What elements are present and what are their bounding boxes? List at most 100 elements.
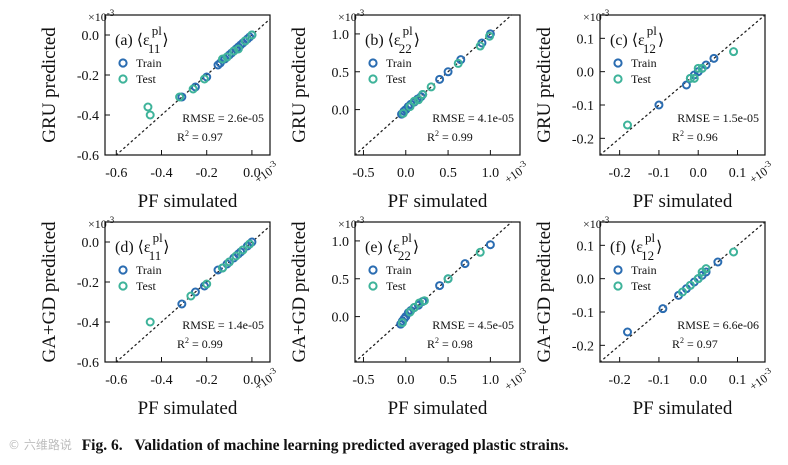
- watermark: © 六维路说: [8, 438, 72, 452]
- x-axis-title: PF simulated: [633, 398, 733, 419]
- plot-frame: [104, 221, 271, 363]
- panel-6: -0.2 -0.1 0.0 0.1 -0.2 -0.1 0.0 0.1 ×10-3 +10-3 PF…: [534, 215, 773, 419]
- data-point-test: [145, 317, 155, 327]
- data-point-test: [419, 296, 429, 306]
- y-axis-title: GRU predicted: [289, 27, 310, 143]
- data-point-train: [701, 267, 711, 277]
- legend-label-train: Train: [136, 56, 162, 70]
- legend: Train Test: [613, 56, 657, 86]
- data-point-test: [188, 84, 198, 94]
- data-point-test: [175, 92, 185, 102]
- data-point-test: [685, 73, 695, 83]
- panel-3: -0.2 -0.1 0.0 0.1 -0.2 -0.1 0.0 0.1 ×10-3 +10-3 PF…: [534, 8, 777, 212]
- legend-label-test: Test: [386, 279, 406, 293]
- data-point-test: [186, 291, 196, 301]
- y-tick-label: 0.0: [577, 273, 595, 288]
- panel-1: -0.6 -0.4 -0.2 0.0 -0.6 -0.4 -0.2 0.0 ×10-3 +10-3…: [39, 8, 278, 212]
- legend-marker-test: [368, 74, 378, 84]
- legend-marker-test: [118, 281, 128, 291]
- data-point-test: [693, 274, 703, 284]
- y-tick-label: -0.2: [572, 132, 594, 147]
- plot-frame: [599, 14, 766, 156]
- data-point-test: [475, 41, 485, 51]
- x-tick-label: 0.0: [243, 166, 261, 181]
- series-test: [397, 247, 485, 328]
- data-point-train: [623, 327, 632, 337]
- y-tick-label: -0.2: [572, 339, 594, 354]
- legend-label-test: Test: [136, 72, 156, 86]
- data-point-test: [678, 287, 687, 297]
- y-exponent-label: ×10-3: [88, 8, 115, 24]
- data-point-train: [443, 67, 453, 77]
- legend-label-train: Train: [386, 263, 412, 277]
- panel-label: (d) ⟨εpl 11 ⟩: [115, 230, 170, 263]
- x-tick-label: -0.1: [648, 166, 670, 181]
- x-tick-label: 0.0: [397, 373, 415, 388]
- x-tick-label: 0.5: [439, 166, 457, 181]
- y-tick-label: -0.4: [77, 316, 99, 331]
- y-exponent-label: ×10-3: [583, 8, 610, 24]
- legend: Train Test: [368, 263, 412, 293]
- legend-marker-test: [613, 74, 623, 84]
- x-exponent-label: +10-3: [501, 365, 532, 393]
- r2-text: R2 = 0.99: [177, 336, 223, 351]
- identity-line: [599, 221, 766, 363]
- panel-label: (a) ⟨εpl 11 ⟩: [115, 23, 169, 56]
- r2-text: R2 = 0.97: [177, 129, 223, 144]
- series-test: [143, 30, 257, 120]
- data-point-test: [475, 247, 485, 257]
- legend-label-train: Train: [631, 56, 657, 70]
- rmse-text: RMSE = 4.1e-05: [432, 111, 514, 125]
- y-tick-label: -0.6: [77, 356, 99, 371]
- figure-panels: -0.6 -0.4 -0.2 0.0 -0.6 -0.4 -0.2 0.0 ×10-3 +10-3…: [39, 8, 777, 419]
- data-point-train: [654, 100, 664, 110]
- x-tick-label: -0.1: [648, 373, 670, 388]
- data-point-test: [405, 102, 415, 112]
- x-axis-title: PF simulated: [633, 191, 733, 212]
- data-point-test: [218, 54, 228, 64]
- x-tick-label: -0.2: [609, 166, 631, 181]
- legend-marker-test: [368, 281, 378, 291]
- legend: Train Test: [118, 263, 162, 293]
- data-point-test: [697, 63, 707, 73]
- y-tick-label: 0.5: [332, 66, 350, 81]
- y-tick-label: -0.6: [77, 149, 99, 164]
- y-tick-label: -0.1: [572, 306, 594, 321]
- y-tick-label: 1.0: [332, 28, 350, 43]
- rmse-text: RMSE = 2.6e-05: [182, 111, 264, 125]
- y-tick-label: -0.2: [77, 276, 99, 291]
- x-tick-label: 0.0: [689, 373, 707, 388]
- data-point-test: [701, 264, 711, 274]
- panel-label: (e) ⟨εpl 22 ⟩: [365, 230, 419, 263]
- x-tick-label: -0.6: [105, 166, 127, 181]
- x-exponent-label: +10-3: [746, 158, 777, 186]
- data-point-test: [397, 318, 407, 328]
- legend-label-test: Test: [631, 72, 651, 86]
- plot-frame: [599, 221, 766, 363]
- y-axis-title: GA+GD predicted: [289, 221, 310, 363]
- legend-label-test: Test: [386, 72, 406, 86]
- x-axis-title: PF simulated: [388, 398, 488, 419]
- data-point-train: [213, 265, 223, 275]
- rmse-text: RMSE = 6.6e-06: [677, 318, 759, 332]
- y-tick-label: -0.2: [77, 69, 99, 84]
- data-point-test: [245, 239, 255, 249]
- panel-4: -0.6 -0.4 -0.2 0.0 -0.6 -0.4 -0.2 0.0 ×10-3 +10-3…: [39, 215, 278, 419]
- data-point-test: [247, 30, 257, 40]
- figure-caption: © 六维路说 Fig. 6. Validation of machine lea…: [8, 436, 788, 460]
- y-tick-label: 0.5: [332, 273, 350, 288]
- x-tick-label: 1.0: [482, 373, 500, 388]
- identity-line: [354, 221, 513, 363]
- legend: Train Test: [613, 263, 657, 293]
- x-tick-label: 1.0: [482, 166, 500, 181]
- y-axis-title: GA+GD predicted: [534, 221, 555, 363]
- data-point-test: [202, 279, 212, 289]
- y-tick-label: 0.1: [577, 32, 595, 47]
- legend-label-train: Train: [386, 56, 412, 70]
- legend-marker-test: [613, 281, 623, 291]
- data-point-test: [233, 44, 243, 54]
- panel-label: (c) ⟨εpl 12 ⟩: [610, 23, 664, 56]
- r2-text: R2 = 0.99: [427, 129, 473, 144]
- data-point-test: [222, 52, 232, 62]
- series-test: [678, 247, 739, 297]
